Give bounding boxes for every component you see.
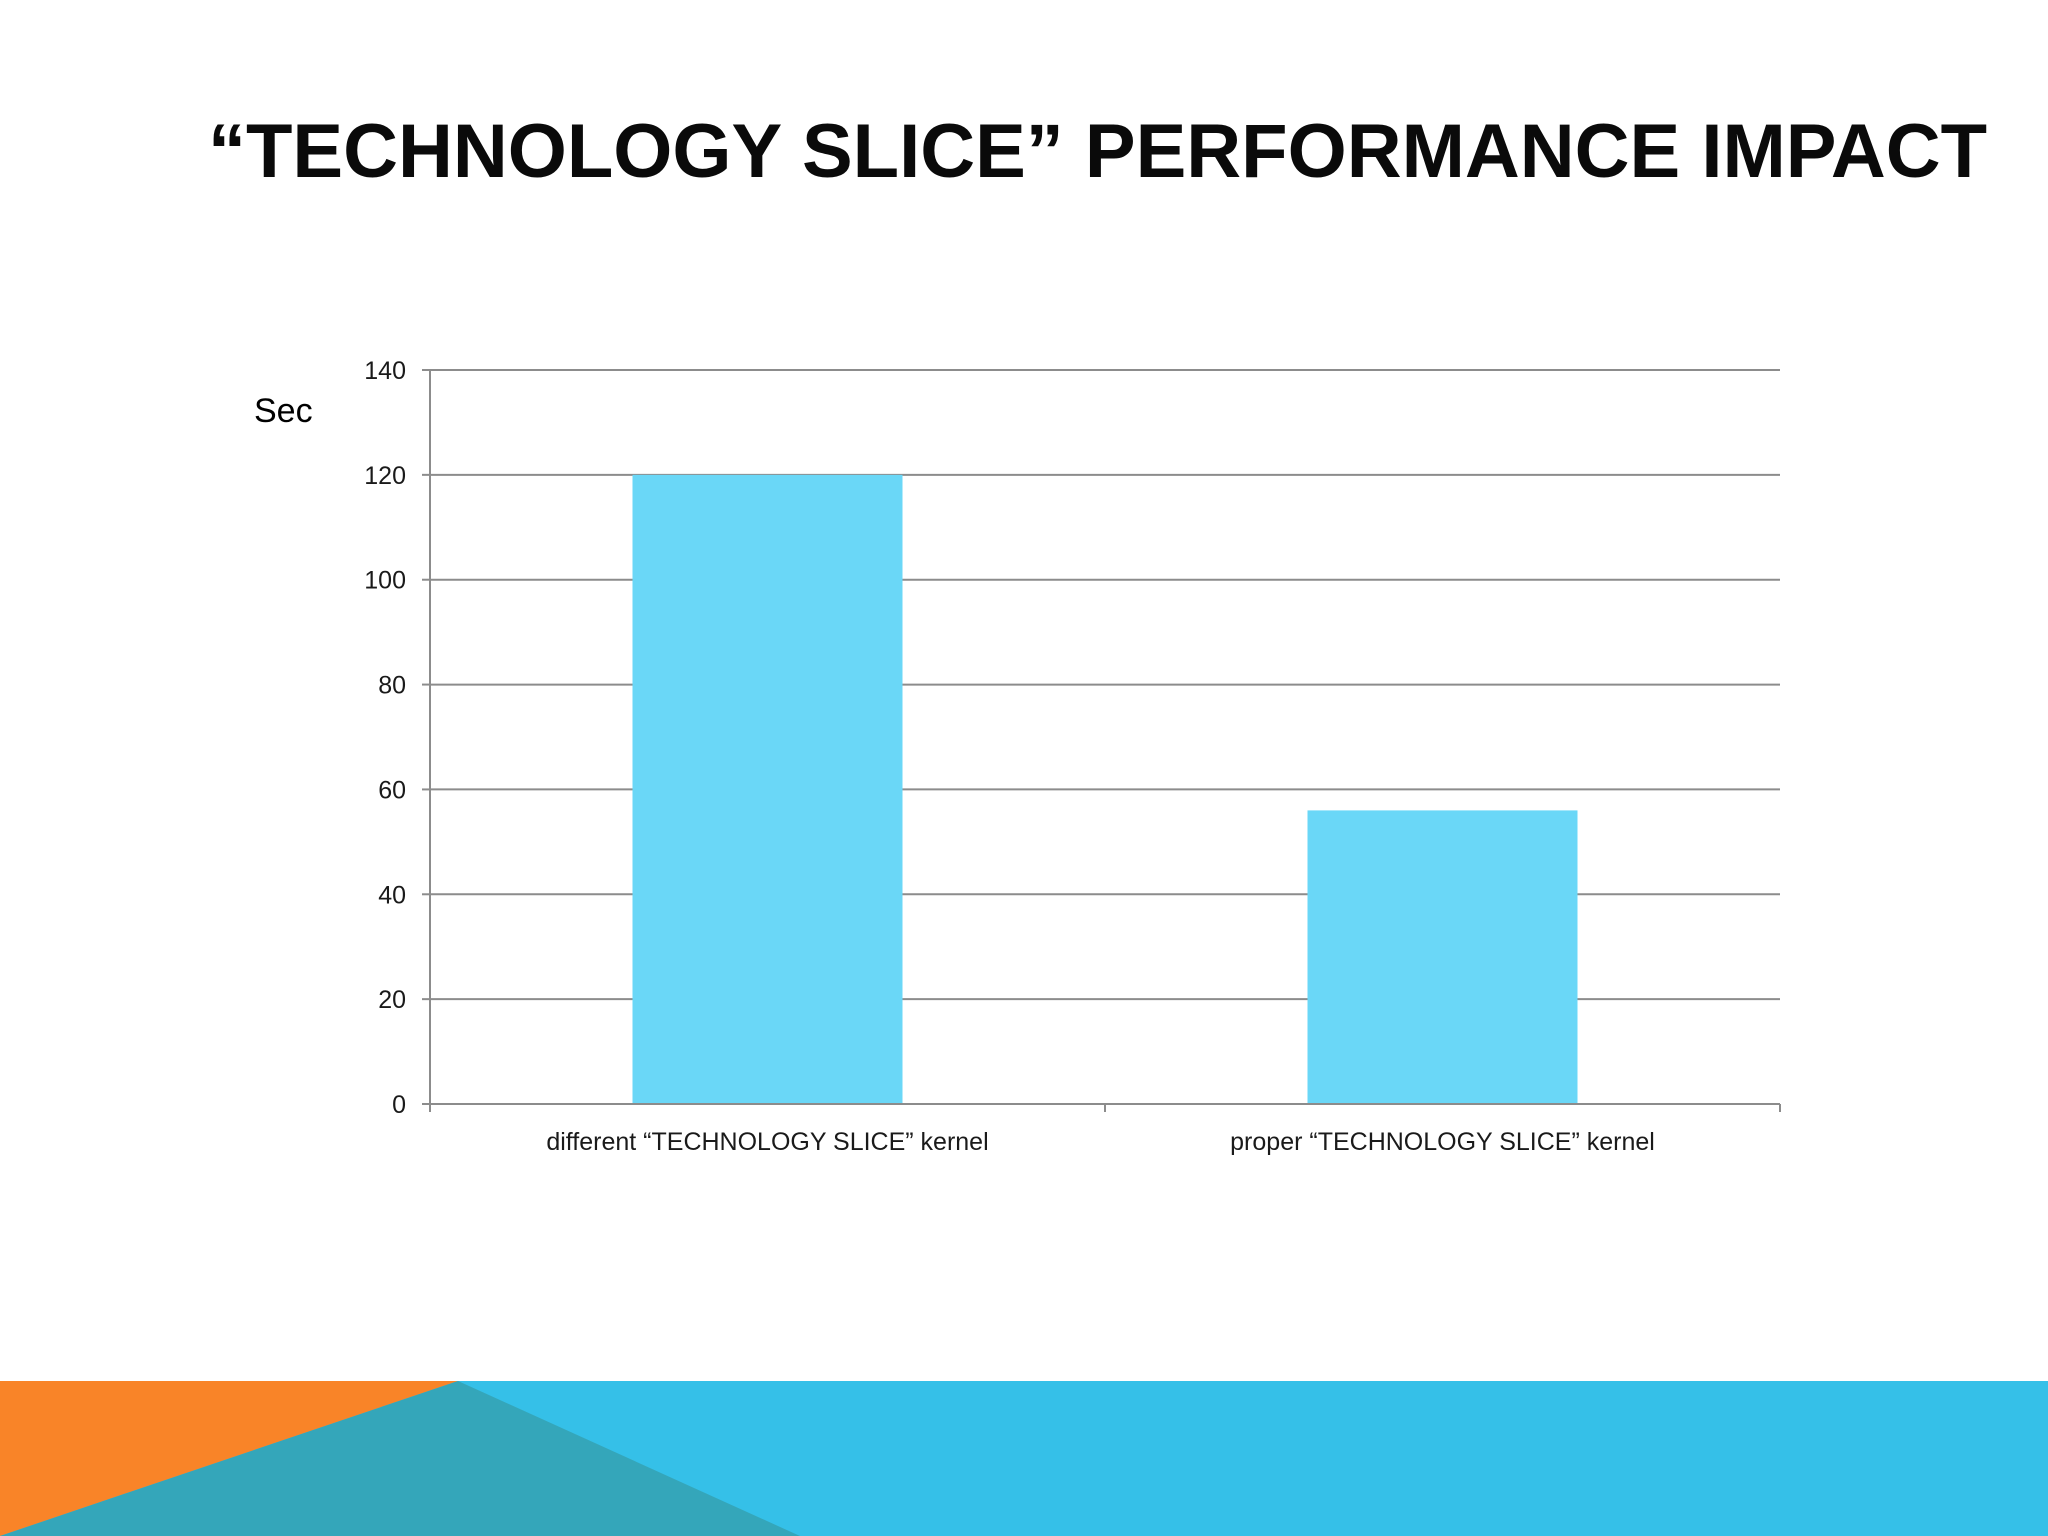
- y-tick-label: 40: [378, 881, 406, 909]
- x-category-labels: different “TECHNOLOGY SLICE” kernel prope…: [546, 1128, 1654, 1156]
- footer-decoration: [0, 1381, 2048, 1536]
- footer-teal-wedge: [0, 1381, 800, 1536]
- y-tick-label: 80: [378, 672, 406, 700]
- bars: [632, 474, 1578, 1104]
- x-category-label: proper “TECHNOLOGY SLICE” kernel: [1230, 1128, 1655, 1156]
- y-tick-label: 20: [378, 986, 406, 1014]
- y-tick-label: 140: [364, 357, 406, 385]
- x-category-label: different “TECHNOLOGY SLICE” kernel: [546, 1128, 988, 1156]
- y-tick-label: 0: [392, 1091, 406, 1119]
- axes: [429, 370, 1781, 1112]
- bar: [632, 474, 903, 1104]
- y-axis-label: Sec: [254, 392, 313, 430]
- y-tick-labels: 0 20 40 60 80 100 120 140: [364, 357, 406, 1119]
- y-tick-label: 120: [364, 462, 406, 490]
- y-tick-label: 60: [378, 776, 406, 804]
- bar: [1307, 810, 1578, 1104]
- slide-title: “TECHNOLOGY SLICE” PERFORMANCE IMPACT: [208, 109, 1988, 194]
- y-tick-label: 100: [364, 567, 406, 595]
